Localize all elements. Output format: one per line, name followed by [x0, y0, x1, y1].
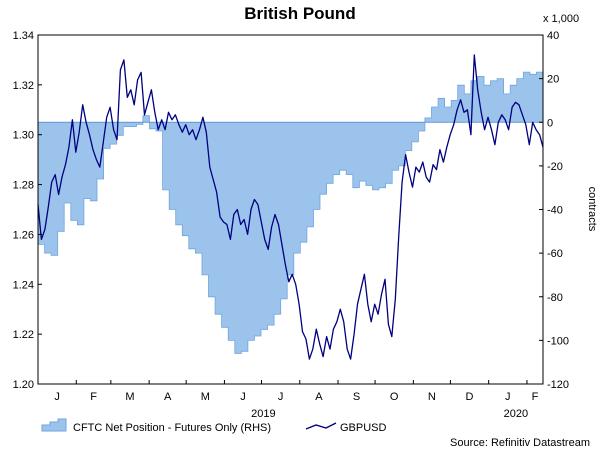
- month-label: S: [353, 391, 360, 403]
- legend-area-label: CFTC Net Position - Futures Only (RHS): [73, 422, 271, 434]
- right-tick-label: -100: [547, 335, 569, 347]
- month-label: M: [201, 391, 210, 403]
- month-label: J: [278, 391, 284, 403]
- month-label: N: [428, 391, 436, 403]
- month-label: J: [54, 391, 60, 403]
- month-label: M: [125, 391, 134, 403]
- right-tick-label: -20: [547, 161, 563, 173]
- left-tick-label: 1.28: [13, 180, 34, 192]
- legend: CFTC Net Position - Futures Only (RHS) G…: [41, 418, 387, 434]
- legend-area-swatch: [41, 418, 67, 432]
- left-tick-label: 1.32: [13, 80, 34, 92]
- cftc-area-layer: [37, 71, 544, 354]
- left-tick-label: 1.22: [13, 329, 34, 341]
- right-tick-label: -120: [547, 379, 569, 391]
- left-tick-label: 1.30: [13, 130, 34, 142]
- month-label: F: [532, 391, 539, 403]
- month-label: A: [164, 391, 172, 403]
- right-axis-unit-label: x 1,000: [543, 13, 579, 25]
- gbpusd-line-layer: [37, 54, 544, 360]
- month-label: F: [90, 391, 97, 403]
- left-tick-label: 1.24: [13, 279, 34, 291]
- year-label: 2020: [504, 408, 528, 420]
- cftc-net-position-area: [37, 71, 544, 354]
- month-label: A: [315, 391, 323, 403]
- left-tick-label: 1.26: [13, 229, 34, 241]
- right-tick-label: 40: [547, 30, 559, 42]
- legend-line-label: GBPUSD: [340, 422, 387, 434]
- year-label: 2019: [251, 408, 275, 420]
- left-tick-label: 1.34: [13, 30, 34, 42]
- left-tick-label: 1.20: [13, 379, 34, 391]
- right-tick-label: -40: [547, 205, 563, 217]
- month-label: J: [505, 391, 511, 403]
- right-tick-label: -60: [547, 248, 563, 260]
- right-tick-label: -80: [547, 292, 563, 304]
- axes-layer: 1.20 1.22 1.24 1.26 1.28 1.30 1.32 1.34 -120 -100…: [13, 30, 569, 420]
- right-tick-label: 0: [547, 117, 553, 129]
- gbpusd-line: [37, 54, 544, 360]
- chart-title: British Pound: [244, 4, 355, 23]
- source-note: Source: Refinitiv Datastream: [450, 437, 590, 449]
- month-label: D: [466, 391, 474, 403]
- month-label: J: [240, 391, 246, 403]
- legend-line-swatch: [305, 422, 337, 430]
- right-tick-label: 20: [547, 74, 559, 86]
- right-axis-label: contracts: [586, 187, 598, 232]
- month-label: O: [390, 391, 399, 403]
